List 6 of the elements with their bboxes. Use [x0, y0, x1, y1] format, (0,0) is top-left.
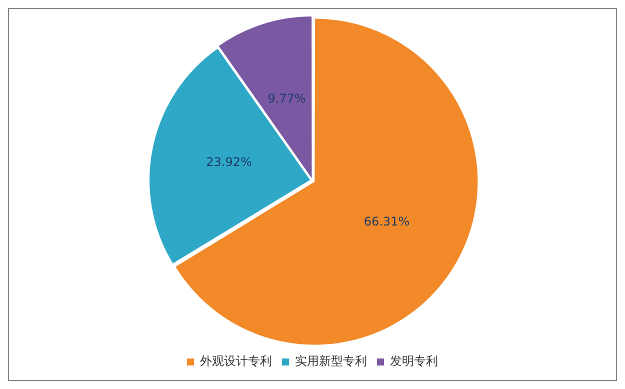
data-label: 66.31%: [364, 214, 410, 228]
legend-label: 外观设计专利: [200, 354, 272, 368]
legend-label: 实用新型专利: [295, 354, 367, 368]
legend-label: 发明专利: [390, 354, 438, 368]
data-label: 23.92%: [206, 155, 252, 170]
data-label: 9.77%: [268, 91, 306, 106]
